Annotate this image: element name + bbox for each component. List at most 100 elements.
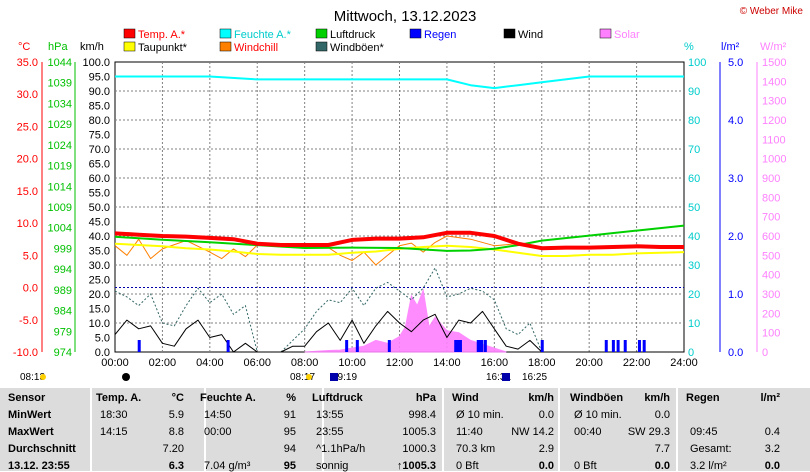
cell-value: 3.2 xyxy=(764,443,780,455)
humidity-tick-label: 70 xyxy=(688,144,700,156)
solar-tick-label: 0 xyxy=(762,347,768,359)
rain-bar xyxy=(477,340,481,352)
rain-unit: l/m² xyxy=(721,41,740,53)
solar-tick-label: 1500 xyxy=(762,57,786,69)
column-separator xyxy=(204,388,206,471)
x-tick-label: 12:00 xyxy=(386,357,414,369)
rain-bar xyxy=(637,340,641,352)
temp-tick-label: 25.0 xyxy=(17,121,38,133)
cell-value: 1000.3 xyxy=(402,443,436,455)
rain-tick-label: 1.0 xyxy=(728,289,743,301)
rain-bar xyxy=(623,340,627,352)
wind-tick-label: 30.0 xyxy=(89,260,110,272)
cell-value: 5.9 xyxy=(168,409,184,421)
solar-tick-label: 1000 xyxy=(762,154,786,166)
pressure-tick-label: 1039 xyxy=(48,78,72,90)
wind-tick-label: 40.0 xyxy=(89,231,110,243)
rain-bar xyxy=(458,340,462,352)
cell-value: 0.0 xyxy=(654,460,670,472)
legend-swatch xyxy=(219,28,232,39)
solar-tick-label: 600 xyxy=(762,231,780,243)
row-label: Durchschnitt xyxy=(8,443,76,455)
chart-title: Mittwoch, 13.12.2023 xyxy=(334,8,477,25)
x-tick-label: 18:00 xyxy=(528,357,556,369)
pressure-tick-label: 1044 xyxy=(48,57,72,69)
humidity-tick-label: 50 xyxy=(688,202,700,214)
windboeen-line xyxy=(114,267,684,353)
cell-note: 11:40 xyxy=(456,426,483,438)
cell-value: 0.4 xyxy=(764,426,780,438)
cell-value: 6.3 xyxy=(168,460,184,472)
row-label: MinWert xyxy=(8,409,52,421)
axis-units: °C hPa km/h % l/m² W/m² xyxy=(18,41,787,53)
rain-tick-label: 4.0 xyxy=(728,115,743,127)
rain-bar xyxy=(137,340,141,352)
rain-bar xyxy=(345,340,349,352)
wind-tick-label: 0.0 xyxy=(95,347,110,359)
legend-swatch xyxy=(503,28,516,39)
cell-note: 00:40 xyxy=(574,426,602,438)
wind-tick-label: 80.0 xyxy=(89,115,110,127)
axes: 35.0 30.0 25.0 20.0 15.0 10.0 5.0 0.0 -5.0 -10.0 1… xyxy=(13,57,787,369)
humidity-tick-label: 100 xyxy=(688,57,706,69)
temp-tick-label: 5.0 xyxy=(23,250,38,262)
wind-tick-label: 85.0 xyxy=(89,101,110,113)
solar-tick-label: 300 xyxy=(762,289,780,301)
humidity-tick-label: 30 xyxy=(688,260,700,272)
solar-tick-label: 100 xyxy=(762,328,780,340)
column-unit: l/m² xyxy=(760,392,780,404)
legend-swatch xyxy=(123,41,136,52)
legend-swatch xyxy=(315,41,328,52)
rain-bar xyxy=(642,340,646,352)
cell-note: 18:30 xyxy=(100,409,128,421)
wind-tick-label: 75.0 xyxy=(89,130,110,142)
temp-tick-label: -5.0 xyxy=(19,315,38,327)
weather-chart: Mittwoch, 13.12.2023 © Weber Mike Temp. … xyxy=(13,6,804,383)
cell-note: 14:50 xyxy=(204,409,232,421)
cell-value: 998.4 xyxy=(408,409,436,421)
rain-bar xyxy=(456,340,460,352)
pressure-tick-label: 1029 xyxy=(48,119,72,131)
temp-tick-label: 35.0 xyxy=(17,57,38,69)
column-unit: km/h xyxy=(644,392,670,404)
cell-note: 09:45 xyxy=(690,426,718,438)
legend-label: Windböen* xyxy=(330,42,385,54)
wind-tick-label: 5.0 xyxy=(95,333,110,345)
humidity-tick-label: 20 xyxy=(688,289,700,301)
legend-swatch xyxy=(409,28,422,39)
column-unit: km/h xyxy=(528,392,554,404)
cell-note: sonnig xyxy=(316,460,349,472)
temp-tick-label: 20.0 xyxy=(17,154,38,166)
humidity-tick-label: 80 xyxy=(688,115,700,127)
temp-line xyxy=(114,230,684,251)
event-label: 16:25 xyxy=(522,372,547,383)
pressure-tick-label: 974 xyxy=(54,347,72,359)
rain-bar xyxy=(355,340,359,352)
cell-value: 0.0 xyxy=(538,460,554,472)
temp-tick-label: -10.0 xyxy=(13,347,38,359)
cell-value: 91 xyxy=(283,409,296,421)
solar-tick-label: 900 xyxy=(762,173,780,185)
cell-note: 13:55 xyxy=(316,409,344,421)
wind-tick-label: 55.0 xyxy=(89,188,110,200)
rain-tick-label: 0.0 xyxy=(728,347,743,359)
legend-swatch xyxy=(315,28,328,39)
wind-tick-label: 25.0 xyxy=(89,275,110,287)
solar-tick-label: 700 xyxy=(762,212,780,224)
pressure-tick-label: 1034 xyxy=(48,98,72,110)
column-unit: % xyxy=(286,392,296,404)
cell-note: 70.3 km xyxy=(456,443,496,455)
wind-tick-label: 95.0 xyxy=(89,72,110,84)
rain-bar xyxy=(480,340,484,352)
rain-tick-label: 3.0 xyxy=(728,173,743,185)
legend-label: Luftdruck xyxy=(330,29,376,41)
luftdruck-line xyxy=(114,224,685,252)
cell-value: ↑1005.3 xyxy=(396,460,436,472)
column-separator xyxy=(322,388,324,471)
rain-bar xyxy=(604,340,608,352)
pressure-tick-label: 1004 xyxy=(48,223,72,235)
humidity-tick-label: 90 xyxy=(688,86,700,98)
cell-value: 2.9 xyxy=(538,443,554,455)
moon-icon xyxy=(502,373,510,381)
solar-tick-label: 200 xyxy=(762,308,780,320)
